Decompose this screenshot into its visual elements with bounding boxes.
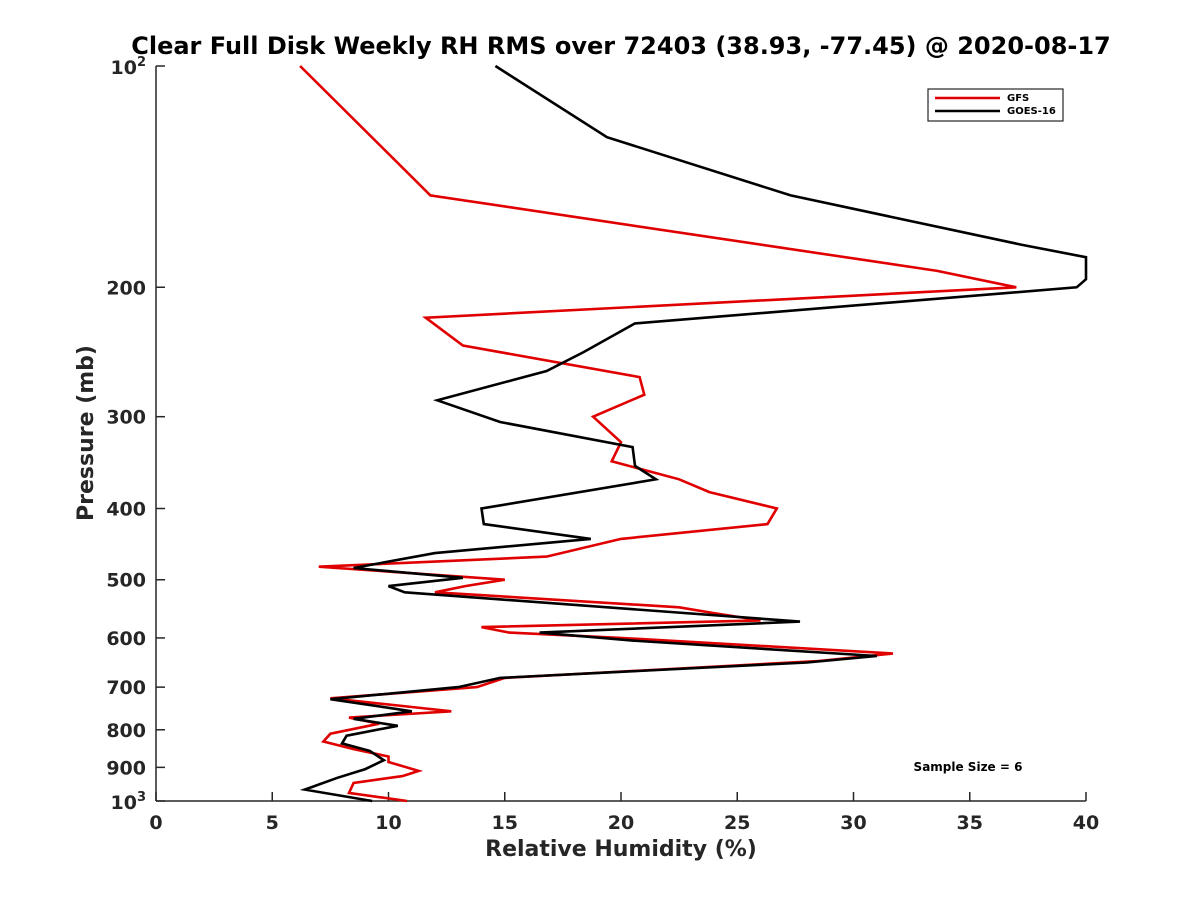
y-tick-label: 800 — [106, 720, 146, 742]
x-tick-label: 40 — [1073, 812, 1099, 834]
series-layer — [299, 64, 1088, 803]
y-tick-label: 300 — [106, 407, 146, 429]
y-tick-label: 600 — [106, 628, 146, 650]
x-tick-label: 10 — [375, 812, 401, 834]
y-tick-label: 900 — [106, 757, 146, 779]
x-tick-label: 20 — [608, 812, 634, 834]
y-axis-label: Pressure (mb) — [74, 345, 99, 521]
y-tick-label: 700 — [106, 677, 146, 699]
y-tick-label: 400 — [106, 499, 146, 521]
x-axis-label: Relative Humidity (%) — [485, 837, 757, 862]
sample-size-annotation: Sample Size = 6 — [914, 760, 1023, 774]
chart-title: Clear Full Disk Weekly RH RMS over 72403… — [131, 32, 1111, 60]
y-tick-label: 102 — [111, 55, 147, 79]
y-tick-label: 200 — [106, 277, 146, 299]
x-ticks: 0 5 10 15 20 25 30 35 40 — [149, 792, 1099, 834]
y-tick-label-exponent: 3 — [137, 790, 146, 805]
x-tick-label: 35 — [957, 812, 983, 834]
series-line-goes16 — [299, 64, 1088, 803]
legend-label-gfs: GFS — [1007, 93, 1029, 104]
legend-label-goes16: GOES-16 — [1007, 106, 1056, 117]
legend-box — [927, 88, 1064, 122]
y-tick-label: 103 — [111, 790, 147, 814]
y-tick-label-exponent: 2 — [137, 55, 146, 70]
x-tick-label: 30 — [840, 812, 866, 834]
x-tick-label: 5 — [266, 812, 279, 834]
y-tick-label: 500 — [106, 570, 146, 592]
legend: GFS GOES-16 — [927, 88, 1064, 122]
x-tick-label: 25 — [724, 812, 750, 834]
y-tick-label-base: 10 — [111, 792, 137, 814]
y-tick-label-base: 10 — [111, 57, 137, 79]
x-tick-label: 0 — [149, 812, 162, 834]
x-tick-label: 15 — [492, 812, 518, 834]
